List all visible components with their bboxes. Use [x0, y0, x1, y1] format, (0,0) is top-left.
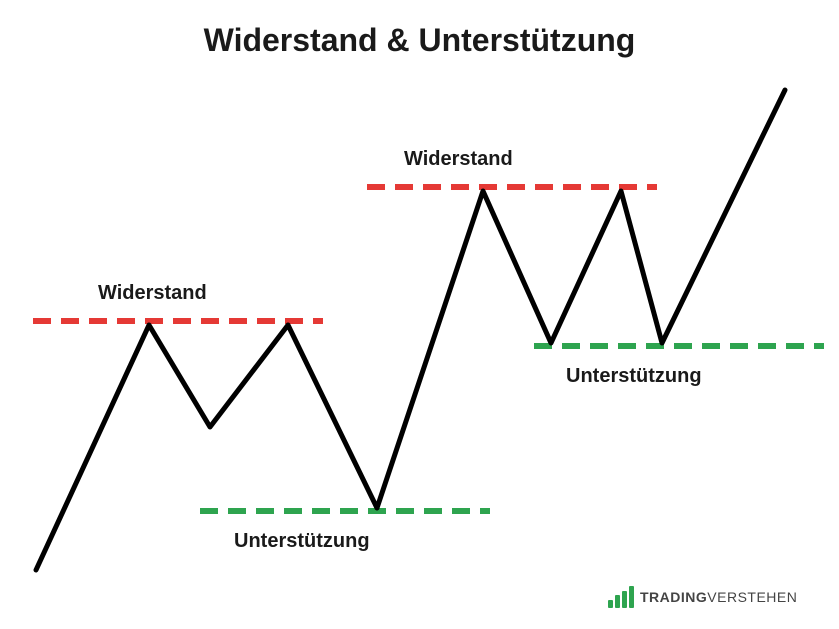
logo-bars-icon: [608, 586, 636, 608]
brand-logo: TRADINGVERSTEHEN: [608, 586, 797, 608]
logo-text-bold: TRADING: [640, 589, 707, 605]
support-label-2: Unterstützung: [566, 365, 702, 388]
resistance-label-2: Widerstand: [404, 148, 513, 171]
support-label-1: Unterstützung: [234, 530, 370, 553]
chart-canvas: [0, 0, 839, 629]
resistance-label-1: Widerstand: [98, 282, 207, 305]
logo-text: TRADINGVERSTEHEN: [640, 589, 797, 605]
logo-text-light: VERSTEHEN: [707, 589, 797, 605]
